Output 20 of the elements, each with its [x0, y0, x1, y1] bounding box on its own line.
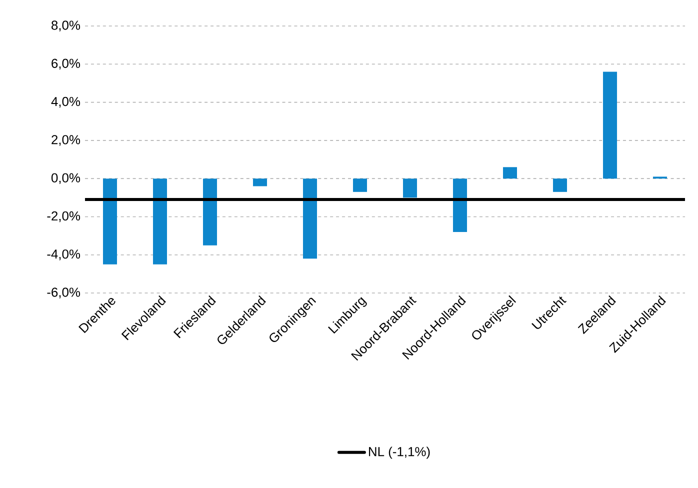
bar: [203, 178, 218, 246]
y-tick-label: -6,0%: [47, 288, 80, 298]
bar: [453, 178, 468, 232]
bar: [603, 72, 618, 179]
y-tick-label: 6,0%: [52, 58, 80, 70]
y-tick-label: 0,0%: [51, 173, 80, 184]
y-tick-label: 4,0%: [51, 96, 80, 108]
bar: [303, 178, 318, 259]
y-tick-label: -4,0%: [47, 250, 80, 260]
y-tick-label: 8,0%: [52, 20, 80, 32]
y-tick-label: 2,0%: [52, 135, 80, 146]
legend-label: NL (-1,1%): [369, 446, 430, 459]
bar: [253, 178, 268, 186]
bar: [553, 178, 568, 192]
bar: [353, 178, 368, 192]
bar: [103, 178, 117, 264]
y-tick-label: -2,0%: [47, 211, 80, 222]
bar: [153, 178, 167, 264]
bar: [503, 167, 518, 179]
bar: [403, 178, 418, 198]
